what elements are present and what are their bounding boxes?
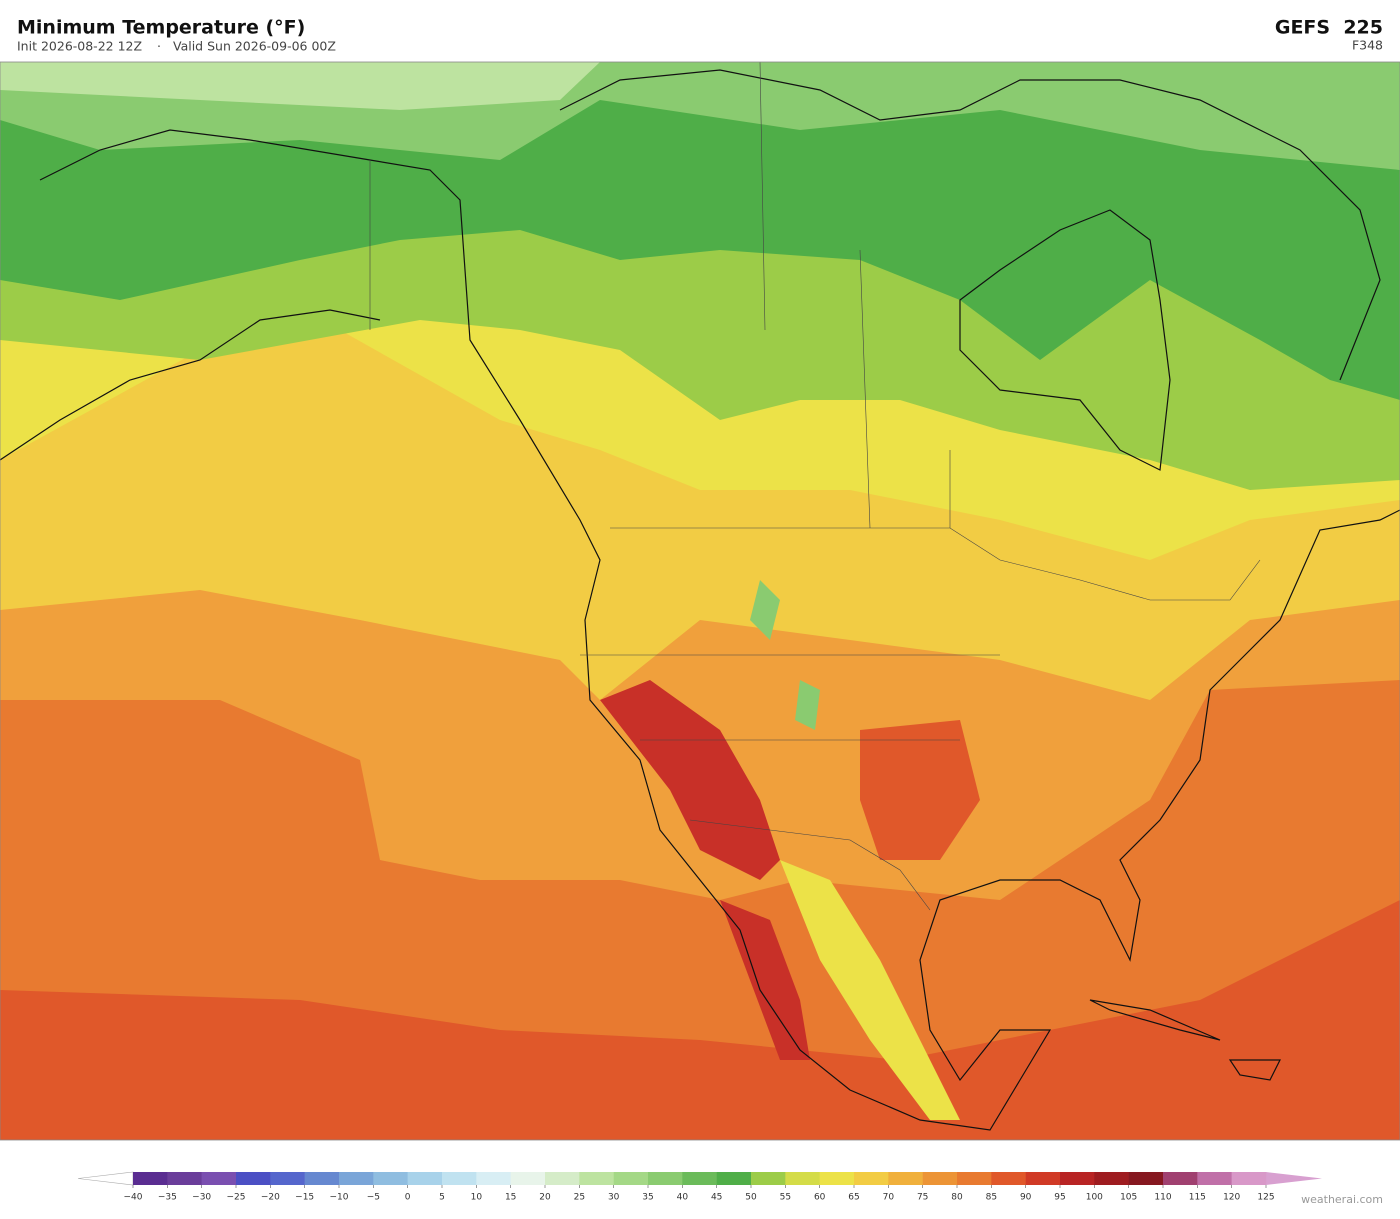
colorbar-swatch: [613, 1172, 649, 1185]
colorbar-swatch: [201, 1172, 237, 1185]
field: [0, 62, 600, 110]
colorbar-swatch: [682, 1172, 717, 1185]
colorbar-swatch: [991, 1172, 1026, 1185]
colorbar-swatch: [133, 1172, 168, 1185]
colorbar-swatch: [888, 1172, 923, 1185]
colorbar-tick-label: 125: [1257, 1193, 1274, 1203]
colorbar-tick-label: 55: [780, 1193, 791, 1203]
colorbar-tick-label: 35: [642, 1193, 653, 1203]
colorbar-tick-label: 20: [539, 1193, 551, 1203]
colorbar-tick-label: −15: [295, 1193, 314, 1203]
colorbar-swatch: [1094, 1172, 1129, 1185]
colorbar-tick-label: 85: [986, 1193, 997, 1203]
colorbar-tick-label: 70: [883, 1193, 895, 1203]
map-title: Minimum Temperature (°F): [17, 17, 305, 39]
valid-time: Valid Sun 2026-09-06 00Z: [173, 39, 336, 54]
colorbar-swatch: [1060, 1172, 1095, 1185]
colorbar-tick-label: 0: [405, 1193, 411, 1203]
colorbar-swatch: [854, 1172, 889, 1185]
colorbar-tick-label: 60: [814, 1193, 826, 1203]
colorbar-tick-label: 80: [951, 1193, 963, 1203]
colorbar-tick-label: −20: [261, 1193, 280, 1203]
colorbar-tick-label: −25: [227, 1193, 246, 1203]
colorbar-tick-label: −10: [330, 1193, 349, 1203]
colorbar-tick-label: 40: [677, 1193, 689, 1203]
colorbar-tick-label: 100: [1086, 1193, 1103, 1203]
colorbar-under: [77, 1171, 134, 1186]
colorbar-swatch: [751, 1172, 786, 1185]
init-time: Init 2026-08-22 12Z: [17, 39, 142, 54]
colorbar-swatch: [1231, 1172, 1267, 1185]
colorbar-swatch: [1163, 1172, 1198, 1185]
colorbar-swatch: [304, 1172, 340, 1185]
colorbar-tick-label: 65: [848, 1193, 859, 1203]
colorbar-tick-label: −5: [367, 1193, 380, 1203]
colorbar-swatch: [339, 1172, 374, 1185]
colorbar-swatch: [442, 1172, 477, 1185]
watermark: weatherai.com: [1301, 1193, 1383, 1206]
field: [750, 580, 820, 730]
colorbar-swatch: [407, 1172, 443, 1185]
colorbar-tick-label: 5: [439, 1193, 445, 1203]
colorbar-swatch: [373, 1172, 408, 1185]
colorbar-tick-label: 45: [711, 1193, 722, 1203]
colorbar-tick-label: −30: [192, 1193, 211, 1203]
model-name: GEFS 225: [1275, 17, 1383, 39]
separator: ·: [157, 39, 161, 54]
colorbar-tick-label: 75: [917, 1193, 928, 1203]
colorbar-swatch: [648, 1172, 683, 1185]
forecast-hour: F348: [1352, 38, 1383, 53]
colorbar-tick-label: 110: [1154, 1193, 1171, 1203]
colorbar-over: [1266, 1172, 1322, 1185]
colorbar-swatch: [476, 1172, 511, 1185]
colorbar-swatch: [785, 1172, 820, 1185]
colorbar-swatch: [270, 1172, 305, 1185]
colorbar-tick-label: 115: [1189, 1193, 1206, 1203]
colorbar-tick-label: −35: [158, 1193, 177, 1203]
colorbar-tick-label: 50: [745, 1193, 757, 1203]
colorbar-swatch: [579, 1172, 614, 1185]
colorbar-tick-label: 10: [471, 1193, 483, 1203]
colorbar-tick-label: 90: [1020, 1193, 1032, 1203]
map-frame: [0, 61, 1400, 1141]
colorbar-swatch: [1197, 1172, 1232, 1185]
borders: [369, 62, 1261, 911]
colorbar-tick-label: 95: [1054, 1193, 1065, 1203]
colorbar-swatch: [922, 1172, 958, 1185]
colorbar-tick-label: 25: [574, 1193, 585, 1203]
colorbar-swatch: [1025, 1172, 1061, 1185]
colorbar-swatch: [545, 1172, 580, 1185]
colorbar-tick-label: 120: [1223, 1193, 1240, 1203]
field: [860, 720, 980, 860]
colorbar-swatch: [957, 1172, 992, 1185]
colorbar-swatch: [236, 1172, 271, 1185]
colorbar-tick-label: 30: [608, 1193, 620, 1203]
colorbar-swatch: [510, 1172, 546, 1185]
field: [720, 900, 810, 1060]
field: [780, 860, 960, 1120]
colorbar: −40 −35 −30 −25 −20 −15 −10 −5 0 5 10 15 20 25 30 35 40 4…: [77, 1171, 1322, 1203]
colorbar-tick-label: −40: [124, 1193, 143, 1203]
map: [0, 61, 1400, 1141]
coastline: [0, 69, 1400, 1131]
field: [600, 680, 780, 880]
colorbar-tick-label: 105: [1120, 1193, 1137, 1203]
colorbar-swatch: [167, 1172, 202, 1185]
field: [0, 62, 1400, 400]
colorbar-swatch: [716, 1172, 752, 1185]
colorbar-swatch: [819, 1172, 855, 1185]
colorbar-swatch: [1128, 1172, 1164, 1185]
colorbar-tick-label: 15: [505, 1193, 516, 1203]
